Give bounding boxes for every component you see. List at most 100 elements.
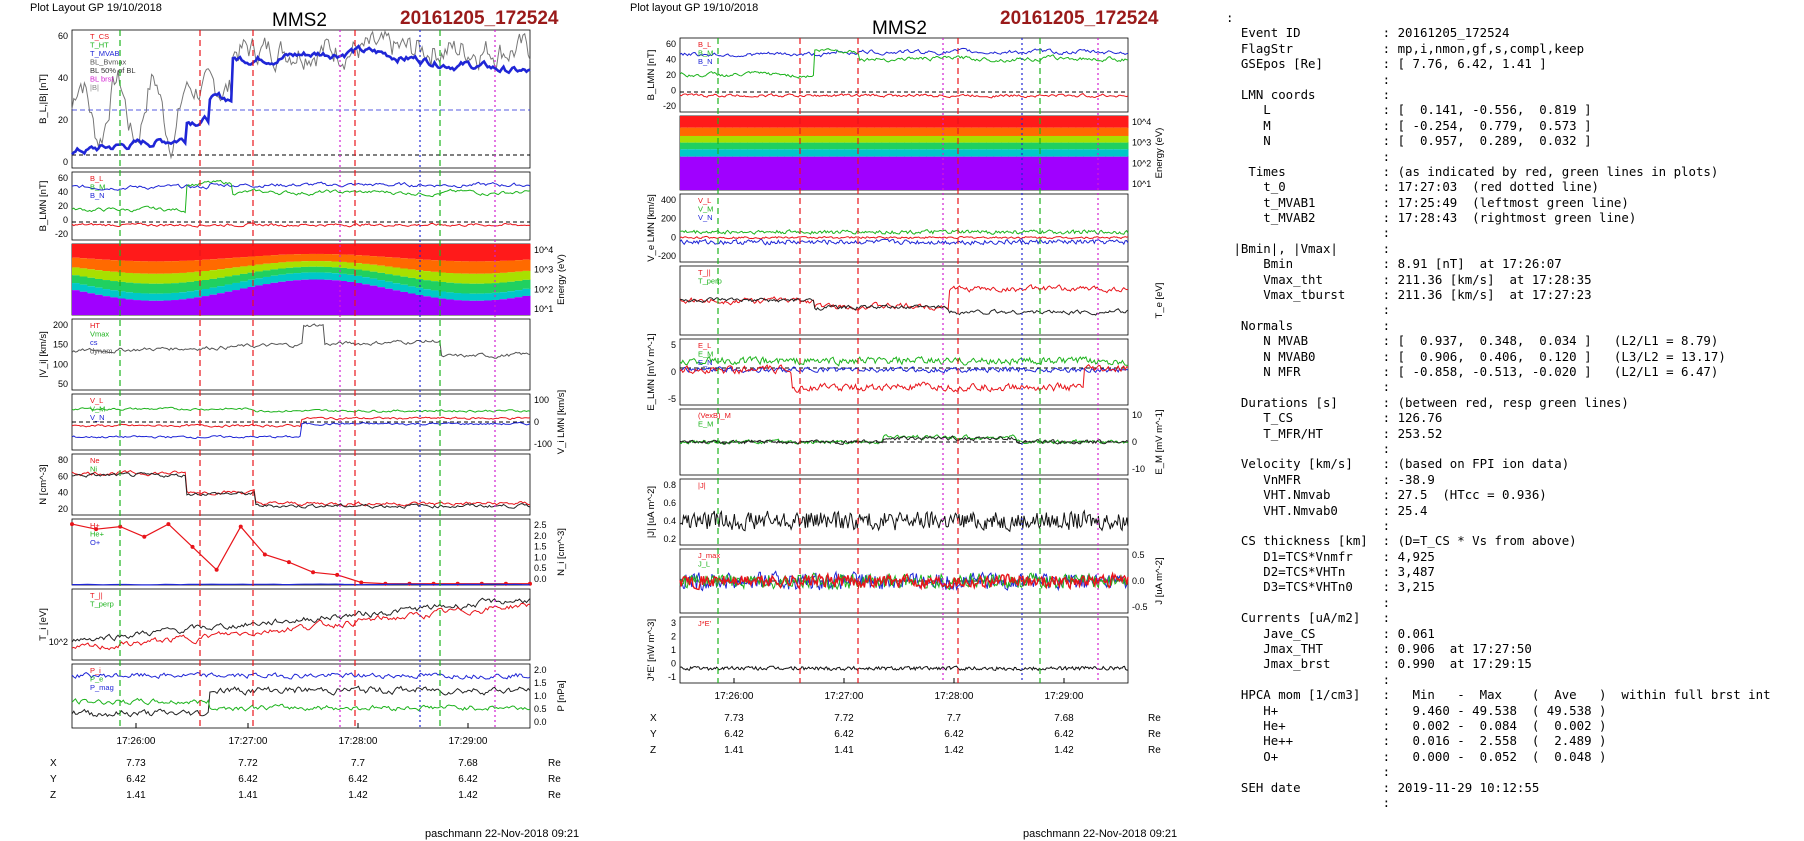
summary-line: |Bmin|, |Vmax| :	[1226, 240, 1391, 256]
spectrogram-cell	[407, 258, 416, 270]
spectrogram-cell	[963, 127, 972, 136]
spectrogram-cell	[476, 300, 485, 315]
spectrogram-cell	[476, 273, 485, 284]
spectrogram-cell	[993, 149, 1002, 157]
spectrogram-cell	[194, 280, 203, 291]
summary-line: Jmax_THT : 0.906 at 17:27:50	[1226, 641, 1532, 657]
spectrogram-cell	[293, 261, 302, 268]
spectrogram-cell	[178, 244, 187, 261]
spectrogram-cell	[499, 272, 508, 283]
summary-line: :	[1226, 671, 1391, 687]
spectrogram-cell	[468, 283, 478, 294]
y-tick-label: 0.5	[534, 704, 547, 714]
y-tick-label: 0	[1132, 437, 1137, 447]
spectrogram-cell	[948, 149, 957, 157]
spectrogram-cell	[1113, 116, 1122, 128]
panel-frame	[71, 171, 531, 241]
spectrogram-cell	[1120, 127, 1129, 136]
spectrogram-cell	[881, 142, 890, 150]
spectrogram-cell	[369, 278, 378, 286]
spectrogram-cell	[1090, 142, 1099, 150]
spectrogram-cell	[308, 244, 317, 254]
spectrogram-cell	[724, 127, 733, 136]
spectrogram-cell	[844, 156, 853, 190]
spectrogram-cell	[110, 290, 119, 298]
spectrogram-cell	[186, 291, 195, 299]
spectrogram-cell	[1098, 149, 1107, 157]
spectrogram-cell	[362, 255, 371, 264]
legend-entry: T_||	[90, 591, 103, 600]
spectrogram-cell	[232, 244, 241, 258]
spectrogram-cell	[799, 156, 808, 190]
spectrogram-cell	[694, 142, 703, 150]
y-tick-label: 0	[671, 86, 676, 96]
position-value: 6.42	[834, 729, 854, 740]
spectrogram-cell	[792, 135, 800, 143]
spectrogram-cell	[1075, 156, 1084, 190]
spectrogram-cell	[209, 278, 218, 288]
spectrogram-cell	[148, 244, 157, 262]
position-unit: Re	[548, 774, 561, 785]
spectrogram-cell	[148, 293, 157, 301]
spectrogram-cell	[423, 289, 432, 297]
y-tick-label: 1.0	[534, 552, 547, 562]
spectrogram-cell	[814, 116, 823, 128]
spectrogram-cell	[308, 272, 317, 280]
position-row-label: Y	[50, 774, 57, 785]
spectrogram-cell	[323, 266, 333, 273]
spectrogram-cell	[491, 283, 500, 293]
spectrogram-cell	[851, 127, 860, 136]
spectrogram-cell	[270, 282, 279, 315]
spectrogram-cell	[784, 135, 793, 143]
spectrogram-cell	[687, 127, 696, 136]
legend-entry: P_i	[90, 666, 101, 675]
hplus-point	[383, 581, 388, 586]
spectrogram-cell	[717, 127, 726, 136]
spectrogram-cell	[889, 149, 898, 157]
spectrogram-cell	[739, 142, 748, 150]
spectrogram-cell	[926, 156, 935, 190]
spectrogram-cell	[522, 288, 531, 296]
y-tick-label: 10^2	[49, 637, 68, 647]
spectrogram-cell	[747, 127, 756, 136]
vi-trace	[71, 323, 531, 359]
bl-trace	[71, 44, 531, 156]
spectrogram-cell	[904, 135, 912, 143]
spectrogram-cell	[851, 135, 860, 143]
y-tick-label: 3	[671, 618, 676, 628]
vem-trace	[679, 235, 1129, 240]
position-value: 1.42	[458, 790, 478, 801]
spectrogram-cell	[110, 297, 119, 315]
spectrogram-cell	[709, 156, 718, 190]
spectrogram-cell	[881, 149, 890, 157]
spectrogram-cell	[369, 244, 378, 257]
summary-line: :	[1226, 794, 1391, 810]
spectrogram-cell	[247, 272, 256, 280]
spectrogram-cell	[438, 244, 447, 261]
spectrogram-cell	[423, 244, 432, 260]
spectrogram-cell	[262, 284, 271, 315]
y-tick-label: 0.5	[534, 563, 547, 573]
summary-line: CS thickness [km] : (D=T_CS * Vs from ab…	[1226, 533, 1577, 549]
summary-line: Velocity [km/s] : (based on FPI ion data…	[1226, 456, 1570, 472]
spectrogram-cell	[79, 258, 88, 269]
spectrogram-cell	[844, 135, 853, 143]
y-tick-label: 10^3	[534, 265, 553, 275]
legend-entry: H+	[90, 521, 100, 530]
spectrogram-cell	[702, 156, 711, 190]
spectrogram-cell	[784, 142, 793, 150]
hplus-point	[214, 567, 219, 572]
spectrogram-cell	[117, 298, 126, 315]
spectrogram-cell	[293, 244, 302, 255]
hplus-point	[262, 552, 267, 557]
summary-line: T_MFR/HT : 253.52	[1226, 425, 1443, 441]
spectrogram-cell	[507, 298, 516, 315]
spectrogram-cell	[316, 272, 325, 280]
spectrogram-cell	[255, 285, 264, 315]
spectrogram-cell	[784, 156, 793, 190]
legend-entry: BL brst	[90, 75, 114, 84]
spectrogram-cell	[323, 279, 333, 315]
spectrogram-cell	[384, 257, 394, 267]
panel-frame	[71, 518, 531, 586]
spectrogram-cell	[301, 266, 310, 273]
